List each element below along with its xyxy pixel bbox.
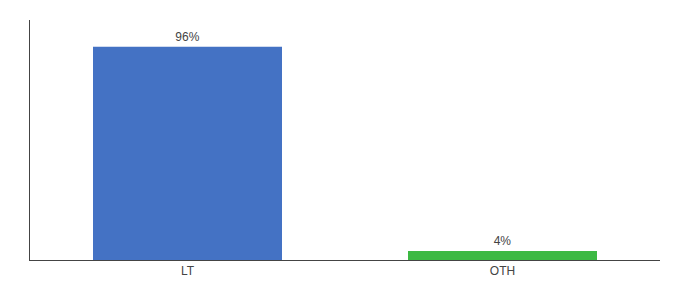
svg-text:96%: 96% <box>175 30 199 44</box>
svg-text:LT: LT <box>181 264 195 278</box>
svg-text:OTH: OTH <box>490 264 515 278</box>
svg-text:4%: 4% <box>494 234 512 248</box>
